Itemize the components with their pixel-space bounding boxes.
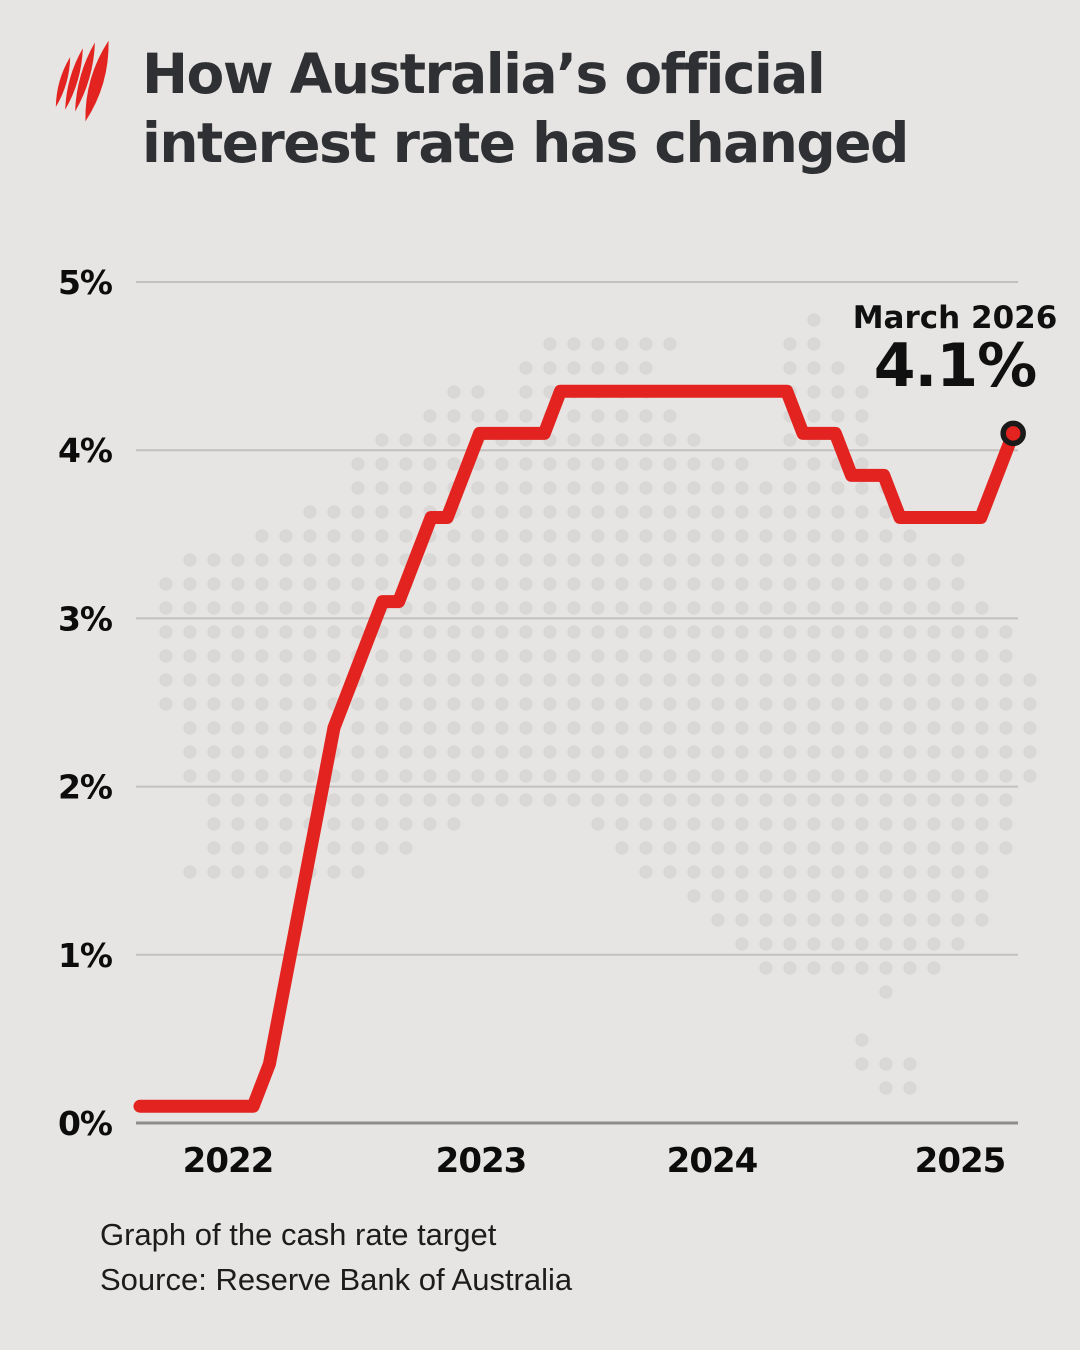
footer-source: Source: Reserve Bank of Australia — [100, 1262, 573, 1297]
y-axis-labels: 5% 4% 3% 2% 1% 0% — [58, 263, 114, 1143]
y-tick-label: 4% — [58, 431, 113, 470]
x-tick-label: 2022 — [183, 1141, 274, 1181]
footer-caption: Graph of the cash rate target — [100, 1217, 497, 1252]
gridlines — [136, 281, 1018, 1125]
y-tick-label: 5% — [58, 263, 113, 302]
y-tick-label: 3% — [58, 599, 113, 638]
title-line-1: How Australia’s official — [142, 42, 826, 106]
annotation-value: 4.1% — [873, 331, 1037, 401]
x-tick-label: 2025 — [915, 1141, 1006, 1181]
australia-dot-map — [159, 313, 1037, 1095]
endpoint-annotation: March 2026 4.1% — [795, 301, 1080, 397]
title-line-2: interest rate has changed — [142, 111, 909, 175]
endpoint-marker — [1000, 420, 1026, 447]
x-axis-labels: 2022 2023 2024 2025 — [183, 1141, 1007, 1181]
annotation-date: March 2026 — [852, 300, 1058, 336]
y-tick-label: 0% — [58, 1104, 113, 1143]
page-title: How Australia’s official interest rate h… — [142, 40, 1042, 178]
sbs-flame-logo-icon — [55, 40, 109, 122]
cash-rate-line — [133, 384, 1020, 1113]
x-tick-label: 2024 — [667, 1141, 758, 1181]
x-tick-label: 2023 — [436, 1141, 527, 1181]
footer: Graph of the cash rate target Source: Re… — [100, 1212, 900, 1302]
y-tick-label: 2% — [58, 768, 113, 807]
y-tick-label: 1% — [58, 936, 113, 975]
